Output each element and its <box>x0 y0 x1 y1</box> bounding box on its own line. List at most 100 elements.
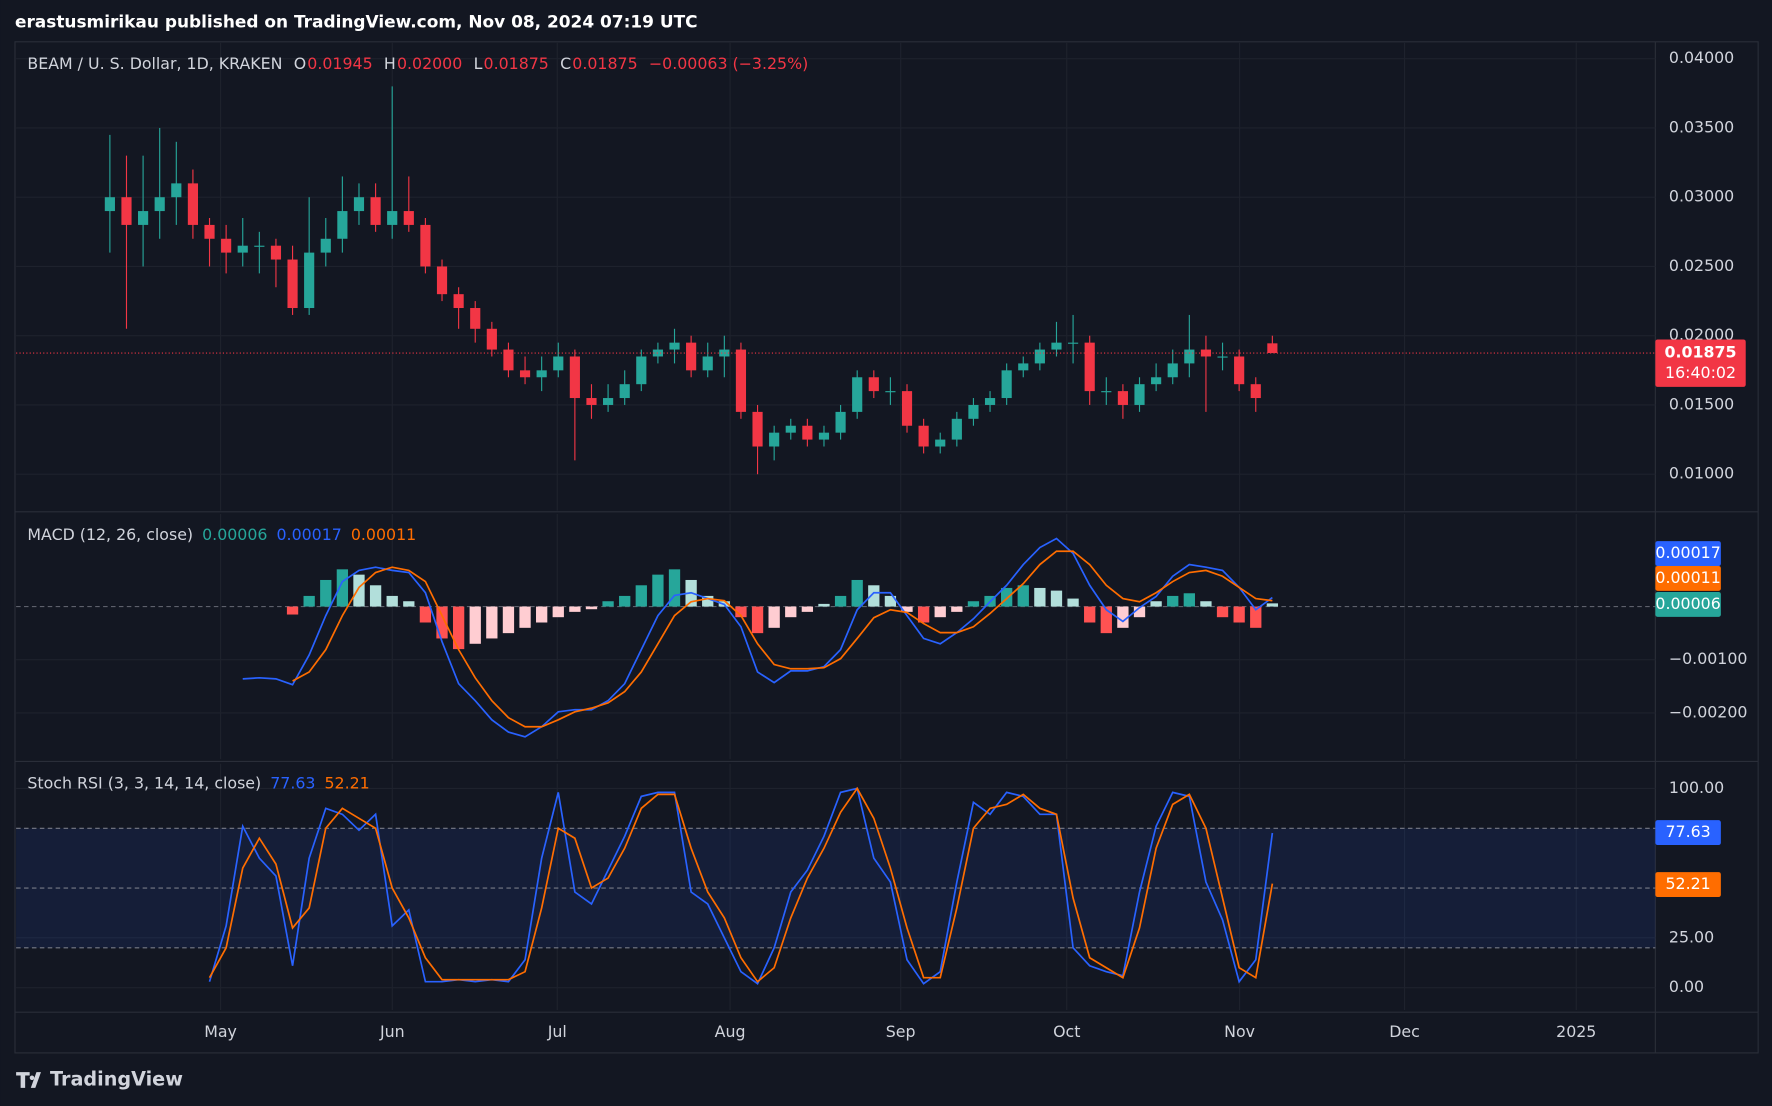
histogram-bar <box>519 606 531 628</box>
histogram-bar <box>1084 606 1096 623</box>
candle-body <box>104 197 115 212</box>
candle-body <box>453 294 464 309</box>
candle-body <box>204 224 215 239</box>
indicator-title: MACD (12, 26, close) <box>27 525 193 544</box>
histogram-bar <box>1167 595 1179 607</box>
histogram-bar <box>585 606 598 610</box>
histogram-bar <box>436 606 448 639</box>
histogram-bar <box>602 601 614 607</box>
hist-badge: 0.00006 <box>1655 594 1720 613</box>
histogram-bar <box>868 585 880 607</box>
candle-body <box>536 370 547 378</box>
byline: erastusmirikau published on TradingView.… <box>15 12 698 32</box>
histogram-bar <box>751 606 764 634</box>
candle-body <box>1267 343 1278 354</box>
candle-body <box>852 377 863 412</box>
histogram-bar <box>536 606 548 623</box>
k-badge: 77.63 <box>1665 822 1710 841</box>
hist-badge-bg <box>1655 591 1721 617</box>
x-tick-label: May <box>204 1022 237 1041</box>
line-signal <box>292 550 1273 728</box>
histogram-bar <box>901 606 913 612</box>
histogram-bar <box>502 606 515 634</box>
histogram-bar <box>469 606 481 644</box>
brand: TradingView <box>50 1068 183 1091</box>
histogram-bar <box>702 595 714 607</box>
legend-value: 0.00011 <box>351 525 416 544</box>
candle-body <box>287 259 298 309</box>
histogram-bar <box>1183 593 1195 607</box>
x-tick-label: Aug <box>715 1022 746 1041</box>
change: −0.00063 (−3.25%) <box>649 54 808 73</box>
histogram-bar <box>452 606 465 650</box>
legend-value: 0.00017 <box>277 525 342 544</box>
candle-body <box>138 211 149 225</box>
candle-body <box>752 411 763 447</box>
histogram-bar <box>303 595 315 607</box>
y-tick-label: 25.00 <box>1669 927 1714 946</box>
x-tick-label: Jul <box>547 1022 567 1041</box>
y-tick-label: 0.00 <box>1669 977 1704 996</box>
candle-body <box>486 328 497 350</box>
candle-body <box>1067 342 1079 344</box>
legend-value: 0.01875 <box>484 54 549 73</box>
histogram-bar <box>486 606 498 639</box>
candle-body <box>154 197 165 212</box>
candle-body <box>984 398 996 405</box>
candle-body <box>918 425 929 447</box>
candle-body <box>353 197 365 212</box>
d-badge-bg <box>1655 872 1721 898</box>
histogram-bar <box>1216 606 1229 618</box>
macd-badge: 0.00017 <box>1655 543 1720 562</box>
candle-body <box>735 349 747 412</box>
candle-body <box>885 391 896 393</box>
histogram-bar <box>1133 606 1146 618</box>
candle-body <box>221 238 232 253</box>
candle-body <box>304 252 315 309</box>
histogram-bar <box>369 585 382 607</box>
k-badge-bg <box>1655 820 1721 846</box>
candle-body <box>171 183 182 198</box>
candle-body <box>1217 356 1228 358</box>
candle-body <box>503 349 514 371</box>
x-tick-label: Oct <box>1053 1022 1080 1041</box>
candle-body <box>1117 391 1128 405</box>
candle-body <box>436 266 448 295</box>
histogram-bar <box>1050 590 1063 607</box>
candle-body <box>719 349 730 357</box>
histogram-bar <box>1117 606 1129 628</box>
y-tick-label: 0.04000 <box>1669 48 1734 67</box>
candle-body <box>1001 370 1012 399</box>
y-tick-label: 100.00 <box>1669 778 1724 797</box>
candle-body <box>636 356 647 385</box>
candle-body <box>420 224 431 267</box>
legend-value: 0.00006 <box>202 525 267 544</box>
histogram-bar <box>1067 598 1079 607</box>
histogram-bar <box>785 606 797 618</box>
candle-body <box>1234 356 1245 385</box>
legend-value: 77.63 <box>270 774 315 793</box>
histogram-bar <box>419 606 432 623</box>
candle-body <box>254 245 265 247</box>
y-tick-label: 0.02000 <box>1669 325 1734 344</box>
histogram-bar <box>1200 601 1212 607</box>
histogram-bar <box>1100 606 1112 634</box>
macd-badge-bg <box>1655 541 1721 566</box>
histogram-bar <box>951 606 963 612</box>
candle-body <box>968 404 979 419</box>
brand-logo <box>16 1072 41 1088</box>
candle-body <box>387 211 398 225</box>
candle-body <box>603 398 614 405</box>
candle-body <box>1018 363 1029 371</box>
histogram-bar <box>967 601 980 607</box>
histogram-bar <box>1001 587 1013 607</box>
legend-key: C <box>560 54 571 73</box>
histogram-bar <box>403 601 415 607</box>
legend-value: 0.01875 <box>572 54 637 73</box>
y-tick-label: 0.01500 <box>1669 394 1734 413</box>
histogram-bar <box>1034 587 1046 607</box>
candle-body <box>320 238 331 253</box>
candle-body <box>403 211 414 225</box>
line-k <box>208 787 1274 985</box>
